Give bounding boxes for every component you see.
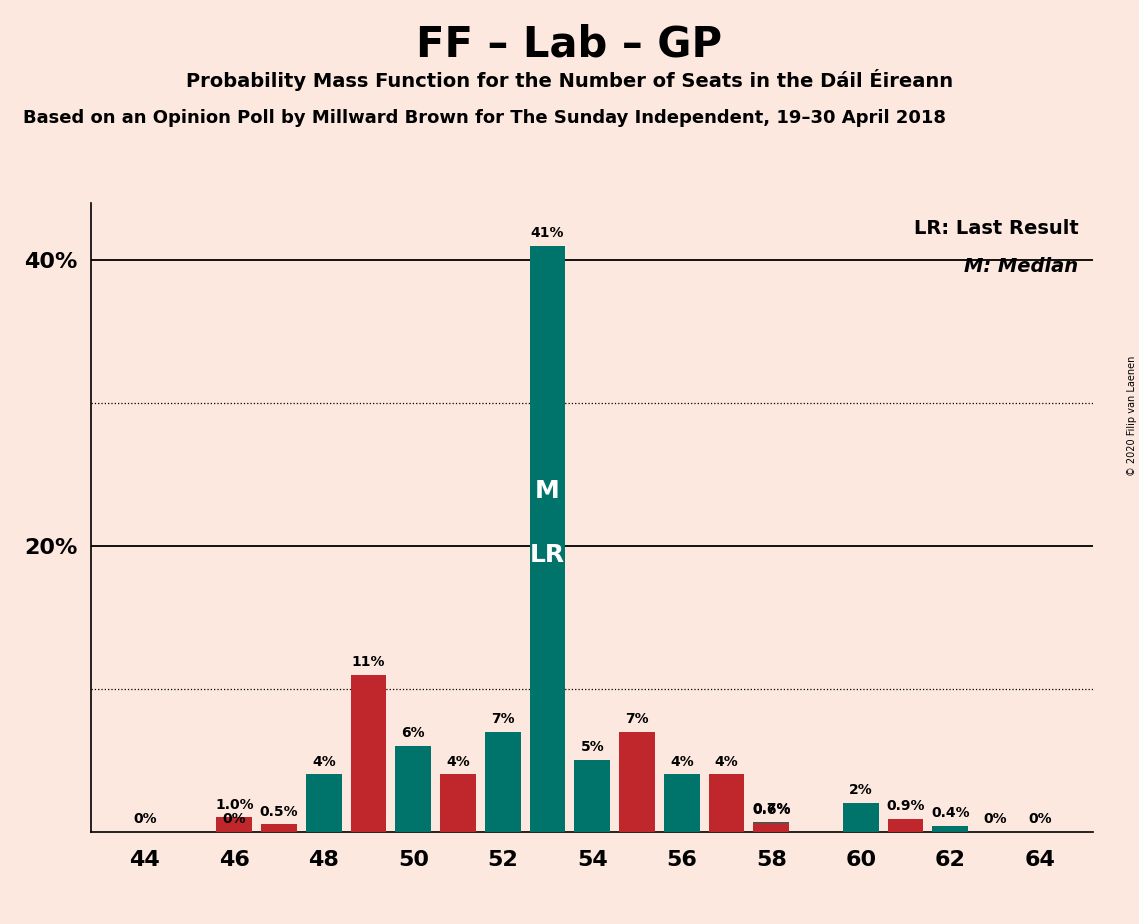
Text: 1.0%: 1.0% bbox=[215, 797, 254, 811]
Bar bbox=[216, 818, 252, 832]
Bar bbox=[887, 819, 924, 832]
Bar bbox=[351, 675, 386, 832]
Text: 41%: 41% bbox=[531, 226, 564, 240]
Bar bbox=[708, 774, 745, 832]
Text: FF – Lab – GP: FF – Lab – GP bbox=[417, 23, 722, 65]
Text: 0%: 0% bbox=[222, 812, 246, 826]
Bar bbox=[485, 732, 521, 832]
Bar bbox=[664, 774, 699, 832]
Text: 4%: 4% bbox=[446, 755, 470, 769]
Text: M: Median: M: Median bbox=[965, 257, 1079, 275]
Text: 0.6%: 0.6% bbox=[752, 803, 790, 818]
Text: M: M bbox=[535, 480, 560, 504]
Text: 6%: 6% bbox=[401, 726, 425, 740]
Text: 0.4%: 0.4% bbox=[931, 806, 969, 821]
Text: 5%: 5% bbox=[581, 740, 604, 755]
Bar bbox=[620, 732, 655, 832]
Bar bbox=[843, 803, 878, 832]
Bar bbox=[306, 774, 342, 832]
Text: 0%: 0% bbox=[133, 812, 157, 826]
Bar bbox=[933, 826, 968, 832]
Text: 0%: 0% bbox=[983, 812, 1007, 826]
Bar bbox=[530, 246, 565, 832]
Bar bbox=[753, 821, 789, 832]
Bar bbox=[440, 774, 476, 832]
Text: 2%: 2% bbox=[849, 784, 872, 797]
Bar bbox=[574, 760, 611, 832]
Text: 4%: 4% bbox=[714, 755, 738, 769]
Text: 0.7%: 0.7% bbox=[752, 802, 790, 816]
Text: 4%: 4% bbox=[670, 755, 694, 769]
Text: 7%: 7% bbox=[491, 711, 515, 726]
Text: LR: Last Result: LR: Last Result bbox=[913, 219, 1079, 238]
Text: 0%: 0% bbox=[1027, 812, 1051, 826]
Text: 7%: 7% bbox=[625, 711, 649, 726]
Text: 0.5%: 0.5% bbox=[260, 805, 298, 819]
Text: Probability Mass Function for the Number of Seats in the Dáil Éireann: Probability Mass Function for the Number… bbox=[186, 69, 953, 91]
Text: © 2020 Filip van Laenen: © 2020 Filip van Laenen bbox=[1128, 356, 1137, 476]
Text: LR: LR bbox=[530, 543, 565, 567]
Text: Based on an Opinion Poll by Millward Brown for The Sunday Independent, 19–30 Apr: Based on an Opinion Poll by Millward Bro… bbox=[23, 109, 945, 127]
Text: 0.9%: 0.9% bbox=[886, 799, 925, 813]
Bar bbox=[395, 746, 432, 832]
Text: 4%: 4% bbox=[312, 755, 336, 769]
Text: 11%: 11% bbox=[352, 655, 385, 669]
Bar bbox=[261, 824, 297, 832]
Bar bbox=[753, 823, 789, 832]
